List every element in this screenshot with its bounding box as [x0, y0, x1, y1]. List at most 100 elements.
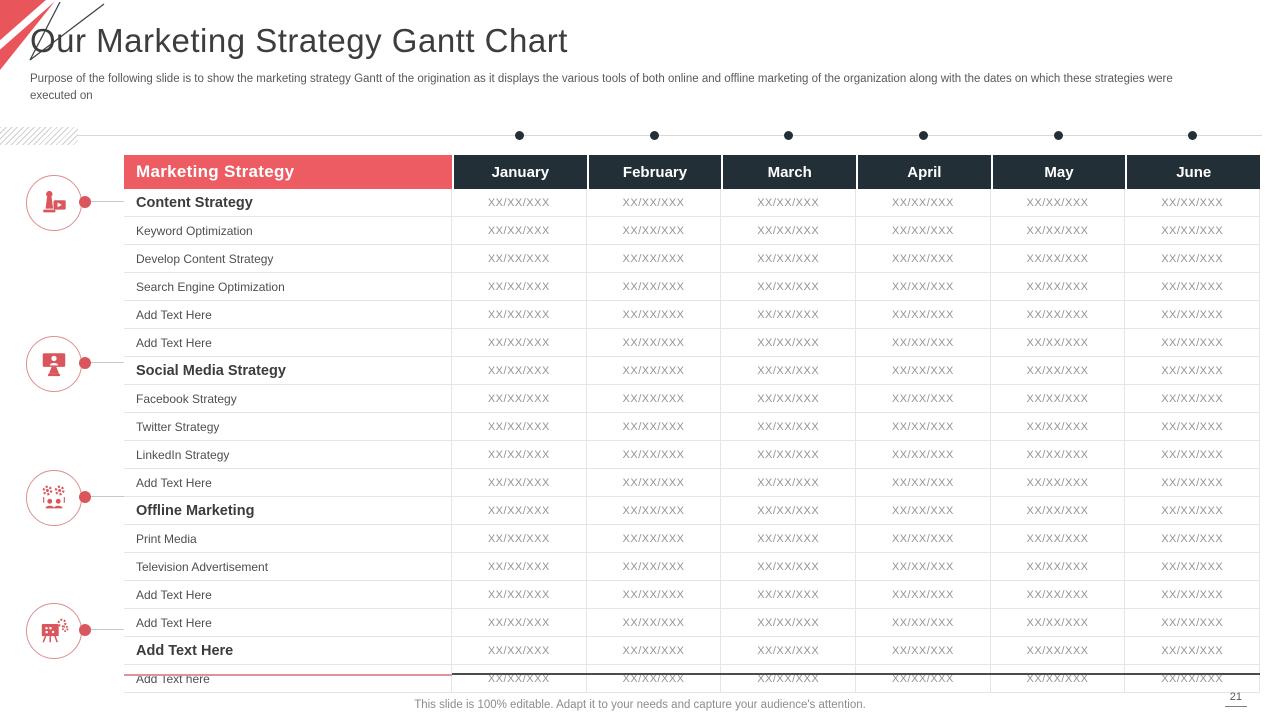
date-cell: XX/XX/XXX	[1125, 553, 1261, 580]
date-cell: XX/XX/XXX	[721, 329, 857, 356]
column-header-february: February	[586, 155, 722, 189]
date-cell: XX/XX/XXX	[991, 329, 1126, 356]
date-cell: XX/XX/XXX	[991, 637, 1126, 664]
date-cell: XX/XX/XXX	[452, 189, 587, 216]
date-cell: XX/XX/XXX	[1125, 497, 1261, 524]
date-cell: XX/XX/XXX	[587, 301, 722, 328]
date-cell: XX/XX/XXX	[587, 637, 722, 664]
row-label: Keyword Optimization	[124, 217, 452, 244]
date-cell: XX/XX/XXX	[856, 301, 991, 328]
date-cell: XX/XX/XXX	[991, 609, 1126, 636]
date-cell: XX/XX/XXX	[991, 525, 1126, 552]
page-title: Our Marketing Strategy Gantt Chart	[30, 22, 568, 59]
timeline-dot	[1188, 131, 1198, 140]
table-row: Add Text Here XX/XX/XXX XX/XX/XXX XX/XX/XXX…	[124, 609, 1261, 637]
social-media-strategy-icon	[26, 336, 82, 392]
date-cell: XX/XX/XXX	[587, 357, 722, 384]
date-cell: XX/XX/XXX	[587, 273, 722, 300]
row-label: Television Advertisement	[124, 553, 452, 580]
table-row: Keyword Optimization XX/XX/XXX XX/XX/XXX XX…	[124, 217, 1261, 245]
date-cell: XX/XX/XXX	[452, 441, 587, 468]
footer-note: This slide is 100% editable. Adapt it to…	[414, 699, 866, 711]
row-label: LinkedIn Strategy	[124, 441, 452, 468]
timeline-dot	[918, 131, 928, 140]
row-label: Offline Marketing	[124, 497, 452, 524]
date-cell: XX/XX/XXX	[1125, 525, 1261, 552]
table-bottom-dark-line	[452, 673, 1260, 675]
date-cell: XX/XX/XXX	[856, 665, 991, 692]
date-cell: XX/XX/XXX	[587, 469, 722, 496]
date-cell: XX/XX/XXX	[587, 189, 722, 216]
table-row: LinkedIn Strategy XX/XX/XXX XX/XX/XXX XX/XX…	[124, 441, 1261, 469]
date-cell: XX/XX/XXX	[991, 245, 1126, 272]
date-cell: XX/XX/XXX	[991, 273, 1126, 300]
date-cell: XX/XX/XXX	[856, 245, 991, 272]
page-number: 21	[1224, 691, 1247, 707]
date-cell: XX/XX/XXX	[856, 189, 991, 216]
row-label: Add Text Here	[124, 329, 452, 356]
date-cell: XX/XX/XXX	[452, 637, 587, 664]
column-header-june: June	[1125, 155, 1261, 189]
table-row: Add Text Here XX/XX/XXX XX/XX/XXX XX/XX/XXX…	[124, 301, 1261, 329]
date-cell: XX/XX/XXX	[587, 245, 722, 272]
table-row: Facebook Strategy XX/XX/XXX XX/XX/XXX XX/XX…	[124, 385, 1261, 413]
connector-dot	[79, 357, 91, 369]
row-label: Content Strategy	[124, 189, 452, 216]
row-label: Search Engine Optimization	[124, 273, 452, 300]
date-cell: XX/XX/XXX	[452, 525, 587, 552]
date-cell: XX/XX/XXX	[587, 581, 722, 608]
date-cell: XX/XX/XXX	[1125, 357, 1261, 384]
row-label: Add Text Here	[124, 301, 452, 328]
table-row: Print Media XX/XX/XXX XX/XX/XXX XX/XX/XXX XX…	[124, 525, 1261, 553]
table-row: Add Text here XX/XX/XXX XX/XX/XXX XX/XX/XXX…	[124, 665, 1261, 693]
date-cell: XX/XX/XXX	[721, 385, 857, 412]
gantt-table: Marketing Strategy January February March Ap…	[124, 155, 1261, 693]
connector-line	[91, 629, 124, 630]
date-cell: XX/XX/XXX	[452, 609, 587, 636]
date-cell: XX/XX/XXX	[856, 413, 991, 440]
connector-line	[91, 362, 124, 363]
column-header-strategy: Marketing Strategy	[124, 155, 452, 189]
date-cell: XX/XX/XXX	[856, 525, 991, 552]
date-cell: XX/XX/XXX	[856, 385, 991, 412]
column-header-may: May	[990, 155, 1126, 189]
row-label: Social Media Strategy	[124, 357, 452, 384]
date-cell: XX/XX/XXX	[587, 525, 722, 552]
timeline-dot	[784, 131, 794, 140]
table-row: Develop Content Strategy XX/XX/XXX XX/XX/X…	[124, 245, 1261, 273]
date-cell: XX/XX/XXX	[991, 189, 1126, 216]
date-cell: XX/XX/XXX	[1125, 245, 1261, 272]
table-row: Search Engine Optimization XX/XX/XXX XX/XX…	[124, 273, 1261, 301]
date-cell: XX/XX/XXX	[1125, 189, 1261, 216]
date-cell: XX/XX/XXX	[452, 217, 587, 244]
date-cell: XX/XX/XXX	[452, 329, 587, 356]
date-cell: XX/XX/XXX	[991, 497, 1126, 524]
date-cell: XX/XX/XXX	[721, 581, 857, 608]
date-cell: XX/XX/XXX	[587, 385, 722, 412]
date-cell: XX/XX/XXX	[721, 665, 857, 692]
date-cell: XX/XX/XXX	[721, 497, 857, 524]
date-cell: XX/XX/XXX	[452, 665, 587, 692]
date-cell: XX/XX/XXX	[1125, 329, 1261, 356]
date-cell: XX/XX/XXX	[1125, 581, 1261, 608]
date-cell: XX/XX/XXX	[452, 497, 587, 524]
date-cell: XX/XX/XXX	[856, 581, 991, 608]
social-media-strategy-marker	[26, 336, 124, 392]
connector-dot	[79, 624, 91, 636]
page-subtitle: Purpose of the following slide is to sho…	[30, 73, 1173, 102]
connector-dot	[79, 491, 91, 503]
table-group-row: Social Media Strategy XX/XX/XXX XX/XX/XXX X…	[124, 357, 1261, 385]
date-cell: XX/XX/XXX	[587, 665, 722, 692]
table-row: Television Advertisement XX/XX/XXX XX/XX/X…	[124, 553, 1261, 581]
table-row: Add Text Here XX/XX/XXX XX/XX/XXX XX/XX/XXX…	[124, 469, 1261, 497]
date-cell: XX/XX/XXX	[721, 245, 857, 272]
date-cell: XX/XX/XXX	[856, 609, 991, 636]
date-cell: XX/XX/XXX	[1125, 301, 1261, 328]
row-label: Facebook Strategy	[124, 385, 452, 412]
date-cell: XX/XX/XXX	[1125, 385, 1261, 412]
date-cell: XX/XX/XXX	[1125, 665, 1261, 692]
table-group-row: Add Text Here XX/XX/XXX XX/XX/XXX XX/XX/XXX…	[124, 637, 1261, 665]
table-row: Add Text Here XX/XX/XXX XX/XX/XXX XX/XX/XXX…	[124, 581, 1261, 609]
table-group-row: Content Strategy XX/XX/XXX XX/XX/XXX XX/XX/…	[124, 189, 1261, 217]
date-cell: XX/XX/XXX	[856, 441, 991, 468]
